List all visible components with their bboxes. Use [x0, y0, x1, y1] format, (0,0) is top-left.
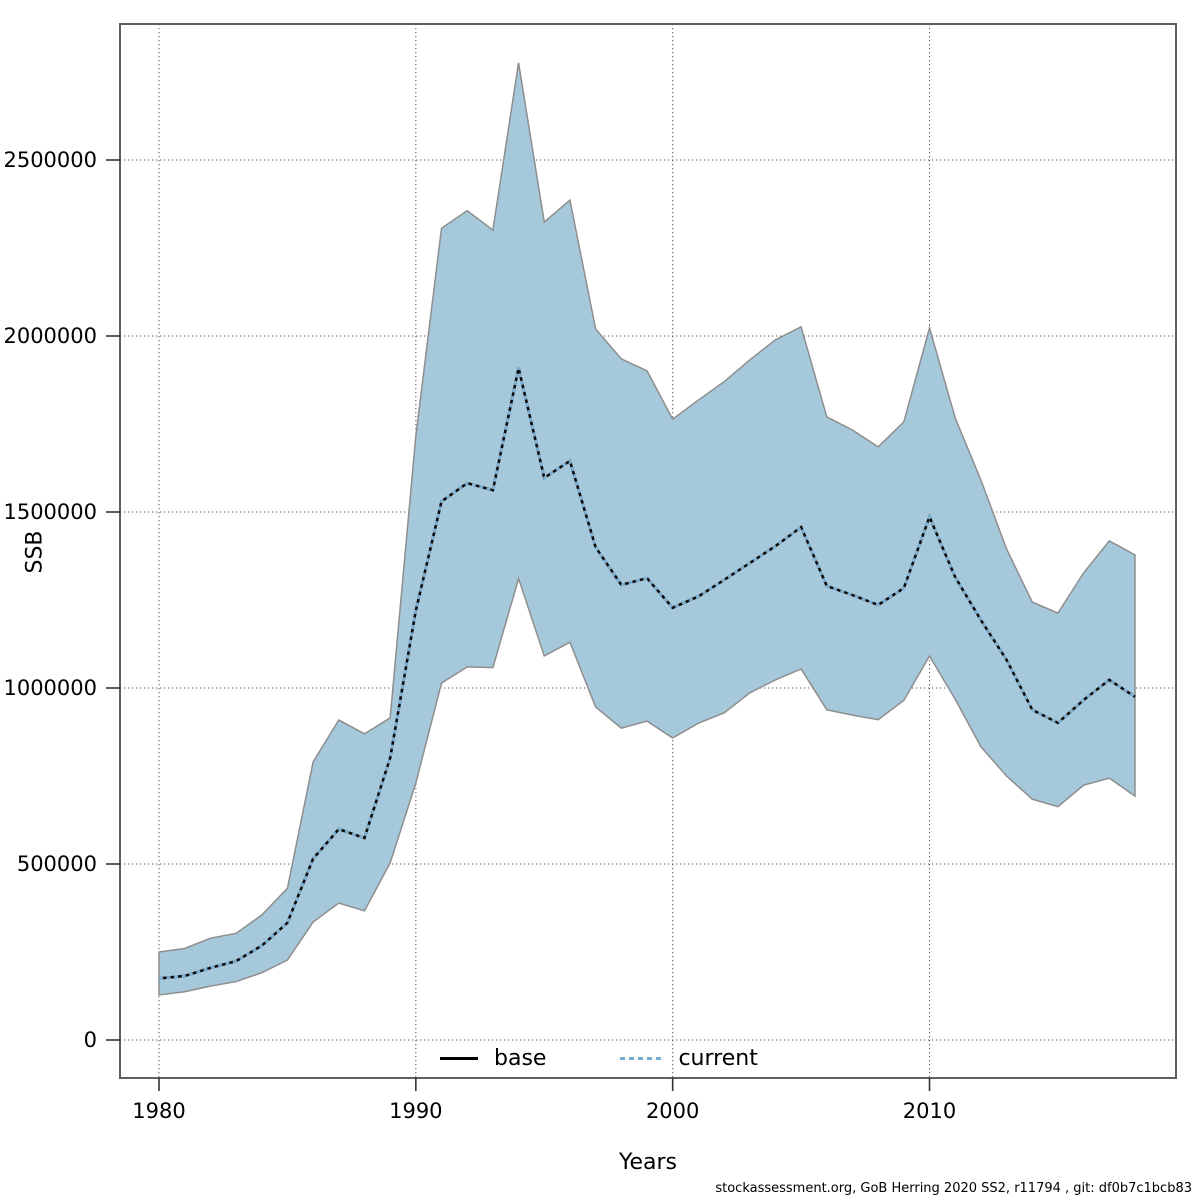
legend-label-current: current [678, 1045, 758, 1071]
legend-line-base [440, 1056, 478, 1060]
x-tick-label: 2000 [645, 1099, 700, 1123]
current-line [158, 367, 1136, 980]
y-tick-label: 0 [83, 1028, 97, 1052]
y-tick-label: 2000000 [3, 324, 97, 348]
x-axis-title: Years [618, 1150, 678, 1175]
x-tick-label: 2010 [902, 1099, 957, 1123]
x-tick-label: 1990 [389, 1099, 443, 1123]
source-caption: stockassessment.org, GoB Herring 2020 SS… [715, 1181, 1192, 1196]
y-tick-label: 500000 [16, 852, 97, 876]
legend: base current [440, 1043, 758, 1073]
legend-line-current [620, 1056, 663, 1060]
confidence-band [158, 62, 1136, 996]
plot-border [119, 23, 1177, 1079]
y-axis-title: SSB [22, 530, 48, 574]
legend-label-base: base [494, 1045, 547, 1071]
y-tick-label: 1000000 [3, 676, 97, 700]
y-tick-label: 2500000 [3, 148, 97, 172]
x-tick-label: 1980 [132, 1099, 186, 1123]
y-tick-label: 1500000 [3, 500, 97, 524]
